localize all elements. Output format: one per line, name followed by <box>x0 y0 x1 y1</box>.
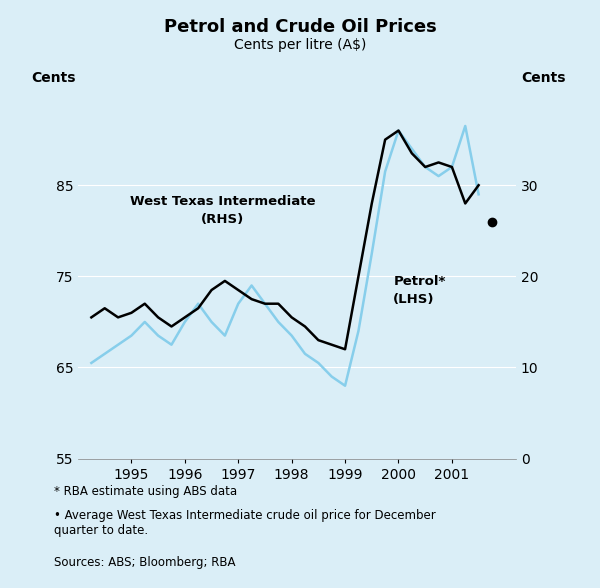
Text: • Average West Texas Intermediate crude oil price for December
quarter to date.: • Average West Texas Intermediate crude … <box>54 509 436 537</box>
Text: Sources: ABS; Bloomberg; RBA: Sources: ABS; Bloomberg; RBA <box>54 556 235 569</box>
Text: Cents: Cents <box>32 71 76 85</box>
Text: Petrol and Crude Oil Prices: Petrol and Crude Oil Prices <box>164 18 436 36</box>
Text: * RBA estimate using ABS data: * RBA estimate using ABS data <box>54 485 237 498</box>
Text: Cents: Cents <box>521 71 565 85</box>
Text: Petrol*
(LHS): Petrol* (LHS) <box>394 275 446 306</box>
Text: Cents per litre (A$): Cents per litre (A$) <box>234 38 366 52</box>
Text: West Texas Intermediate
(RHS): West Texas Intermediate (RHS) <box>130 195 315 226</box>
